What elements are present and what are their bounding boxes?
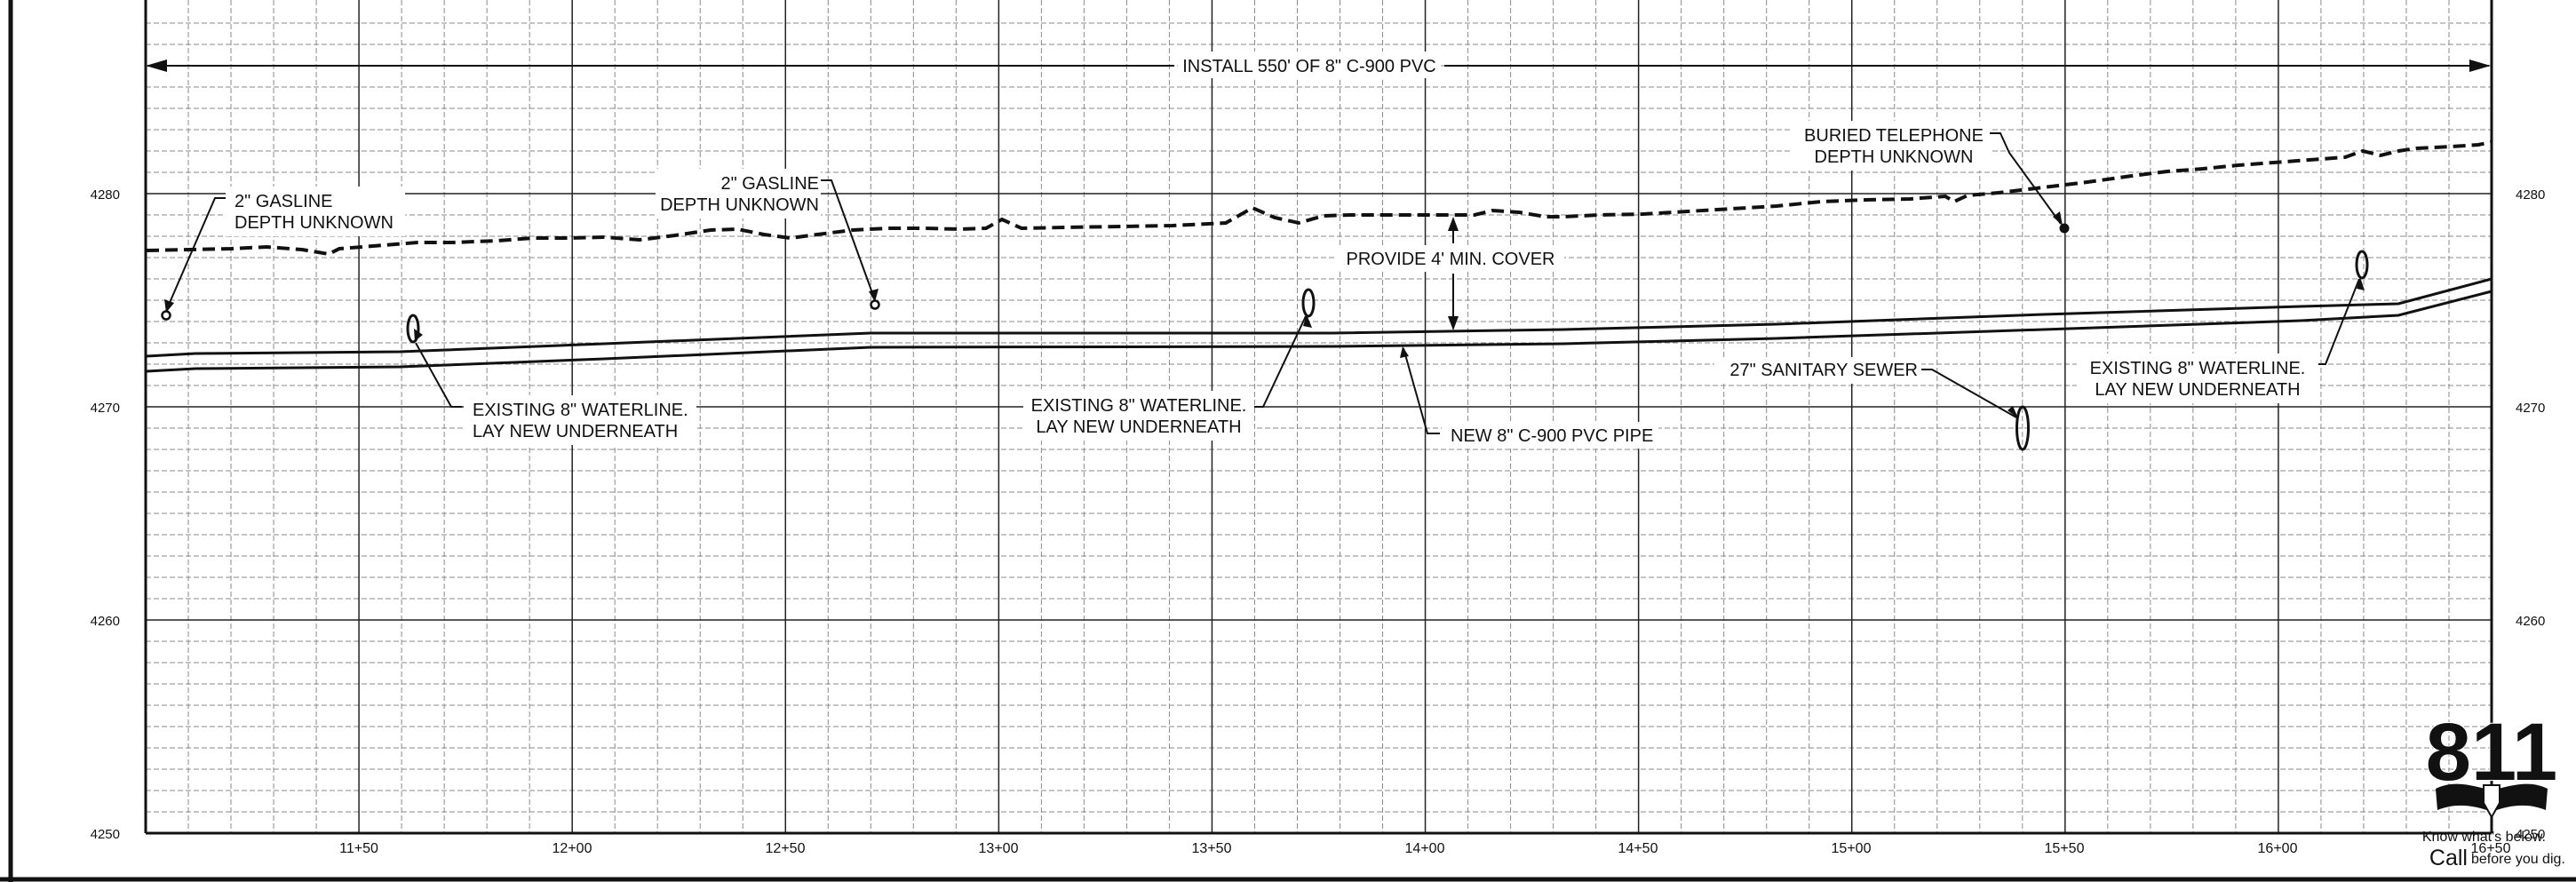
gasline-1-leader bbox=[165, 197, 226, 312]
callout-notes: 2" GASLINE DEPTH UNKNOWN 2" GASLINE DEPT… bbox=[226, 121, 2318, 449]
waterline-1-mask bbox=[464, 395, 696, 445]
station-label-1200: 12+00 bbox=[553, 841, 592, 856]
elev-label-4270: 4270 bbox=[91, 401, 120, 416]
new-pipe-bottom-wall bbox=[146, 290, 2493, 373]
elev-label-4280: 4280 bbox=[91, 187, 120, 203]
waterline-crossing-1-icon bbox=[406, 314, 420, 344]
telephone-mask bbox=[1793, 121, 1990, 171]
elev-label-right-4250: 4250 bbox=[2516, 827, 2545, 842]
elev-label-4260: 4260 bbox=[91, 614, 120, 629]
gasline-2-note-line1: 2" GASLINE bbox=[721, 174, 819, 194]
new-pipe-mask bbox=[1442, 422, 1658, 449]
arrowhead-icon bbox=[2053, 211, 2063, 226]
telephone-note-line1: BURIED TELEPHONE bbox=[1804, 126, 1984, 146]
arrowhead-icon bbox=[2008, 406, 2018, 418]
sewer-leader bbox=[1920, 369, 2017, 418]
logo-number: 811 bbox=[2426, 707, 2557, 798]
sewer-mask bbox=[1714, 357, 1921, 384]
dimension-text-mask bbox=[1178, 52, 1441, 78]
waterline-3-note-line2: LAY NEW UNDERNEATH bbox=[2095, 380, 2300, 400]
callout-leaders bbox=[165, 132, 2360, 434]
leader-arrowheads bbox=[164, 211, 2365, 418]
gasline-1-mask bbox=[226, 187, 405, 236]
min-cover-note: PROVIDE 4' MIN. COVER bbox=[1347, 250, 1555, 269]
arrowhead-icon bbox=[414, 329, 423, 341]
waterline-crossing-2-icon bbox=[1301, 288, 1316, 318]
arrowhead-icon bbox=[1303, 314, 1312, 328]
gasline-1-note-line1: 2" GASLINE bbox=[235, 192, 332, 211]
cover-arrow-up-icon bbox=[1448, 217, 1459, 231]
gasline-1-note-line2: DEPTH UNKNOWN bbox=[235, 213, 394, 233]
sewer-note: 27" SANITARY SEWER bbox=[1729, 361, 1918, 380]
elev-label-right-4280: 4280 bbox=[2516, 187, 2545, 203]
install-length-dimension: INSTALL 550' OF 8" C-900 PVC bbox=[146, 52, 2491, 78]
arrowhead-icon bbox=[1400, 346, 1409, 358]
waterline-1-note-line1: EXISTING 8" WATERLINE. bbox=[473, 401, 688, 420]
install-length-text: INSTALL 550' OF 8" C-900 PVC bbox=[1182, 57, 1435, 76]
logo-shovel-icon bbox=[2483, 784, 2500, 820]
waterline-3-leader bbox=[2317, 278, 2360, 365]
elevation-labels-right: 4280 4270 4260 4250 bbox=[2516, 187, 2545, 842]
arrowhead-icon bbox=[2357, 277, 2365, 290]
station-label-1600: 16+00 bbox=[2258, 841, 2298, 856]
elev-label-4250: 4250 bbox=[91, 827, 120, 842]
telephone-leader bbox=[1988, 132, 2062, 225]
new-pipe-note: NEW 8" C-900 PVC PIPE bbox=[1451, 426, 1653, 446]
station-label-1350: 13+50 bbox=[1192, 841, 1232, 856]
cover-text-mask bbox=[1337, 245, 1564, 272]
gasline-2-note-line2: DEPTH UNKNOWN bbox=[660, 195, 819, 215]
new-pipe-leader bbox=[1403, 347, 1440, 434]
new-pipe-top-wall bbox=[146, 277, 2493, 358]
logo-call-word: Call bbox=[2429, 846, 2468, 870]
station-label-1550: 15+50 bbox=[2045, 841, 2085, 856]
sanitary-sewer-crossing-icon bbox=[2015, 405, 2030, 451]
min-cover-dimension: PROVIDE 4' MIN. COVER bbox=[1337, 217, 1564, 330]
waterline-3-note-line1: EXISTING 8" WATERLINE. bbox=[2090, 359, 2306, 378]
arrowhead-icon bbox=[164, 299, 174, 313]
station-label-1500: 15+00 bbox=[1832, 841, 1872, 856]
elev-label-right-4270: 4270 bbox=[2516, 401, 2545, 416]
station-label-1400: 14+00 bbox=[1405, 841, 1445, 856]
gasline-2-leader bbox=[819, 179, 876, 301]
station-label-1650: 16+50 bbox=[2471, 841, 2511, 856]
waterline-1-leader bbox=[415, 342, 462, 408]
waterline-2-mask bbox=[1023, 391, 1254, 441]
elevation-labels-left: 4280 4270 4260 4250 bbox=[91, 187, 120, 842]
waterline-1-note-line2: LAY NEW UNDERNEATH bbox=[473, 422, 678, 441]
waterline-crossing-3-icon bbox=[2355, 250, 2369, 280]
dimension-arrow-left-icon bbox=[146, 60, 167, 72]
station-label-1250: 12+50 bbox=[766, 841, 806, 856]
station-label-1150: 11+50 bbox=[339, 841, 378, 856]
logo-tagline-line1: Know what's below. bbox=[2422, 830, 2546, 845]
arrowhead-icon bbox=[869, 289, 879, 302]
station-labels: 11+50 12+00 12+50 13+00 13+50 14+00 14+5… bbox=[339, 841, 2510, 856]
dimension-arrow-right-icon bbox=[2469, 60, 2491, 72]
waterline-2-note-line1: EXISTING 8" WATERLINE. bbox=[1031, 396, 1247, 416]
waterline-2-leader bbox=[1252, 315, 1307, 408]
call-811-logo: 811 Know what's below. Call before you d… bbox=[2422, 706, 2565, 870]
logo-tagline-line2: before you dig. bbox=[2471, 852, 2565, 867]
telephone-note-line2: DEPTH UNKNOWN bbox=[1815, 147, 1974, 167]
existing-ground-profile bbox=[146, 140, 2493, 257]
waterline-3-mask bbox=[2077, 354, 2318, 403]
station-label-1450: 14+50 bbox=[1618, 841, 1658, 856]
station-label-1300: 13+00 bbox=[979, 841, 1019, 856]
elev-label-right-4260: 4260 bbox=[2516, 614, 2545, 629]
cover-arrow-down-icon bbox=[1448, 316, 1459, 330]
gasline-2-mask bbox=[656, 169, 821, 219]
waterline-2-note-line2: LAY NEW UNDERNEATH bbox=[1036, 417, 1241, 437]
telephone-crossing-marker bbox=[2059, 223, 2070, 234]
